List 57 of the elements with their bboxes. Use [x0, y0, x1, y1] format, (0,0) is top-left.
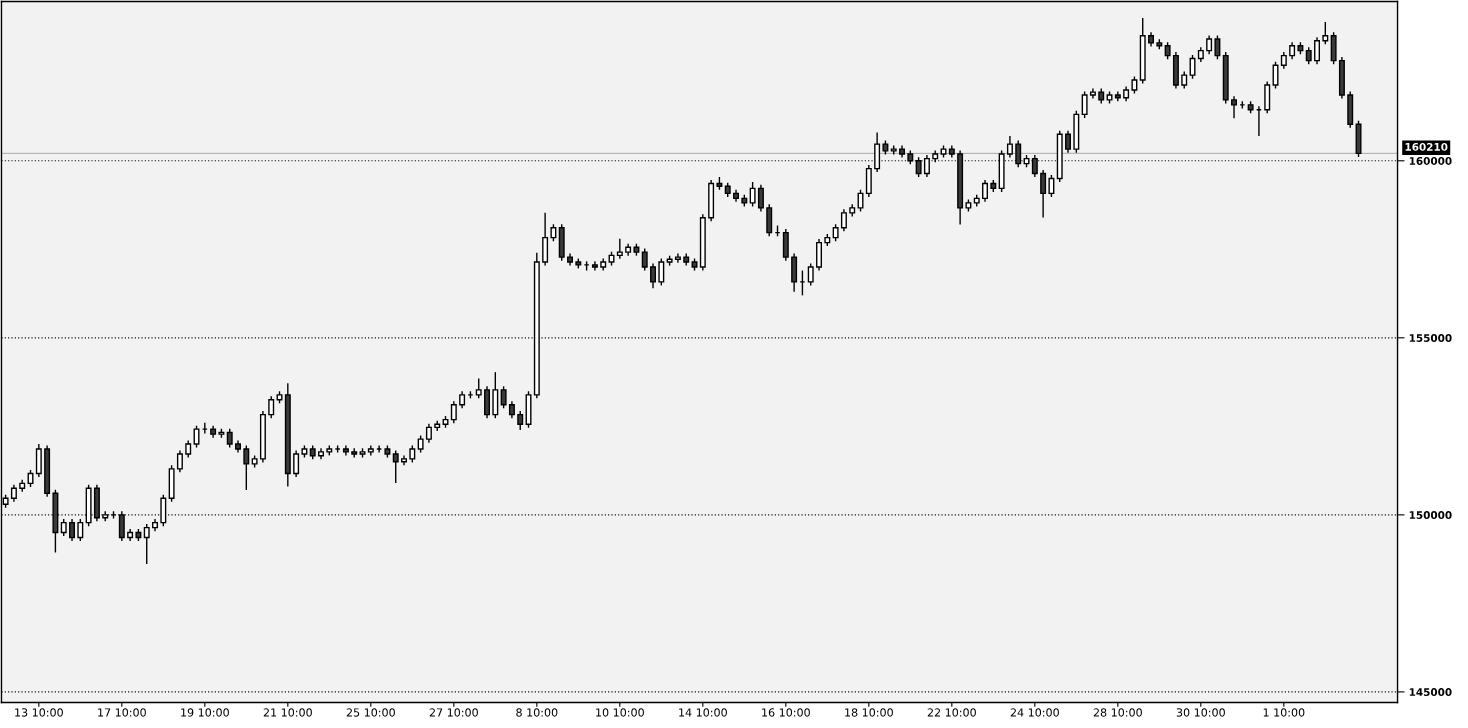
candlestick — [658, 257, 665, 287]
candlestick — [1081, 90, 1088, 119]
candlestick — [591, 260, 598, 272]
candlestick — [1314, 36, 1321, 65]
y-tick-label: 160000 — [1409, 157, 1452, 165]
candlestick — [500, 385, 507, 409]
candlestick — [475, 377, 482, 400]
x-tick-label: 27 10:00 — [429, 708, 478, 717]
candlestick — [616, 237, 623, 260]
x-tick-label: 8 10:00 — [516, 708, 558, 717]
y-tick-label: 145000 — [1409, 688, 1452, 696]
candlestick — [143, 523, 150, 565]
candlestick — [293, 449, 300, 478]
candlestick — [517, 410, 524, 431]
x-tick-label: 13 10:00 — [15, 708, 63, 717]
x-tick-label: 10 10:00 — [596, 708, 644, 717]
candlestick — [77, 518, 84, 542]
candlestick — [650, 262, 656, 289]
x-tick-label: 22 10:00 — [927, 708, 976, 717]
candlestick — [1065, 129, 1072, 154]
candlestick — [69, 518, 75, 542]
x-tick-label: 17 10:00 — [98, 708, 146, 717]
candlestick — [1189, 54, 1196, 80]
candlestick — [450, 400, 457, 424]
candlestick — [392, 449, 399, 484]
x-tick-label: 16 10:00 — [762, 708, 810, 717]
candlestick — [840, 208, 847, 232]
candlestick — [1040, 169, 1047, 219]
candlestick — [176, 449, 183, 474]
candlestick — [982, 179, 989, 203]
ref-line-label: 160210 — [1405, 142, 1448, 151]
y-tick-label: 150000 — [1409, 511, 1452, 519]
y-tick-label: 155000 — [1409, 334, 1452, 342]
x-tick-label: 28 10:00 — [1093, 708, 1142, 717]
candlestick — [1048, 174, 1055, 198]
candlestick — [641, 247, 648, 272]
x-tick-label: 25 10:00 — [346, 708, 395, 717]
candlestick — [1322, 21, 1329, 45]
candlestick — [757, 184, 764, 213]
candlestick — [807, 262, 814, 287]
candlestick — [1231, 95, 1238, 119]
x-tick-label: 14 10:00 — [679, 708, 727, 717]
candlestick — [268, 395, 275, 419]
candlestick — [425, 423, 432, 444]
candlestick — [1006, 135, 1013, 159]
candlestick — [226, 428, 233, 449]
x-tick-label: 24 10:00 — [1010, 708, 1059, 717]
candlestick — [749, 181, 756, 208]
candlestick — [1214, 34, 1221, 60]
x-tick-label: 21 10:00 — [263, 708, 312, 717]
x-tick-label: 18 10:00 — [845, 708, 893, 717]
x-tick-label: 19 10:00 — [181, 708, 229, 717]
x-tick-label: 1 10:00 — [1263, 708, 1305, 717]
candlestick — [1206, 34, 1213, 55]
candlestick — [243, 444, 250, 491]
candlestick — [1272, 60, 1279, 90]
x-tick-label: 30 10:00 — [1176, 708, 1225, 717]
